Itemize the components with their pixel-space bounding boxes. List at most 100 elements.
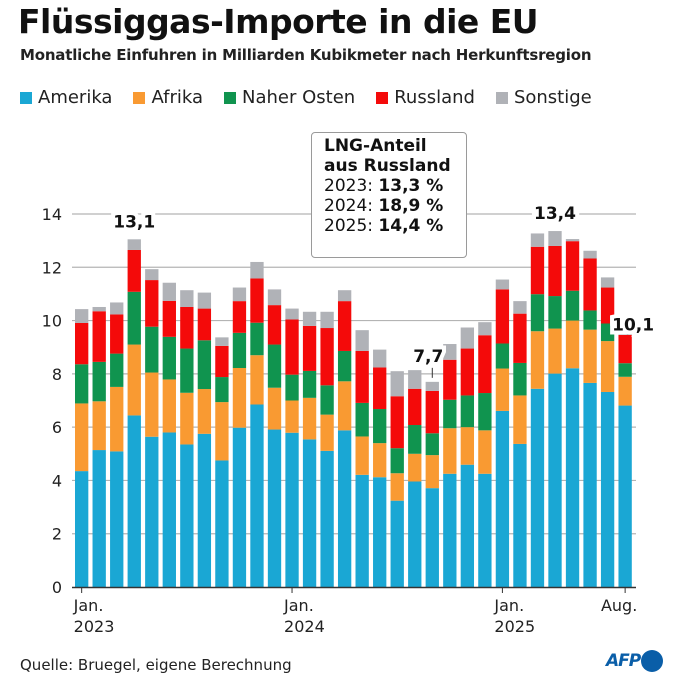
legend-item-amerika: Amerika	[20, 87, 112, 108]
y-tick-label: 2	[52, 525, 62, 544]
bar-segment-sonstige	[548, 231, 562, 246]
infobox-value: 14,4 %	[378, 216, 444, 236]
chart-subtitle: Monatliche Einfuhren in Milliarden Kubik…	[20, 46, 592, 64]
bar-segment-naher-osten	[390, 448, 404, 474]
bar-stack	[180, 290, 194, 587]
bar-segment-sonstige	[565, 239, 580, 242]
afp-logo-text: AFP	[606, 651, 641, 671]
bar-stack	[548, 231, 562, 587]
bar-segment-amerika	[565, 368, 580, 587]
bar-stack	[162, 282, 176, 587]
bar-segment-sonstige	[460, 327, 475, 349]
bar-segment-amerika	[127, 415, 141, 587]
afp-logo: AFP	[606, 650, 664, 672]
bar-segment-russland	[355, 350, 369, 403]
bar-segment-russland	[600, 287, 615, 324]
bar-segment-afrika	[127, 344, 141, 416]
legend-swatch-naher-osten	[224, 91, 237, 104]
bar-segment-naher-osten	[267, 344, 282, 388]
bar-segment-sonstige	[390, 371, 404, 397]
bar-segment-sonstige	[583, 250, 597, 259]
bar-segment-naher-osten	[408, 425, 422, 454]
bar-segment-afrika	[390, 473, 404, 501]
bar-segment-russland	[302, 325, 317, 371]
afp-logo-dot-icon	[641, 650, 664, 672]
annotations: 13,1 7,7 13,4 10,1	[109, 200, 658, 378]
bar-segment-sonstige	[495, 279, 510, 290]
bar-segment-afrika	[162, 379, 176, 433]
bar-segment-russland	[495, 289, 510, 344]
bar-stack	[197, 292, 212, 587]
annotation-label: 13,1	[113, 212, 155, 232]
bar-segment-naher-osten	[127, 291, 141, 345]
bar-segment-amerika	[513, 443, 527, 587]
bar-segment-sonstige	[425, 381, 439, 391]
bar-segment-afrika	[495, 368, 510, 411]
bar-stack	[583, 250, 597, 587]
bar-segment-sonstige	[250, 261, 264, 279]
bar-segment-sonstige	[110, 302, 124, 315]
bar-segment-sonstige	[408, 370, 422, 389]
bar-segment-amerika	[495, 410, 510, 587]
bar-segment-amerika	[373, 477, 387, 587]
bar-segment-naher-osten	[285, 374, 299, 401]
bar-segment-naher-osten	[337, 350, 352, 382]
infobox-title-line1: LNG-Anteil	[324, 136, 427, 156]
bar-stack	[495, 279, 510, 587]
bar-stack	[390, 371, 404, 587]
bar-segment-afrika	[425, 455, 439, 489]
bar-stack	[267, 289, 282, 587]
bar-stack	[513, 301, 527, 587]
legend-item-sonstige: Sonstige	[495, 87, 592, 108]
chart-title: Flüssiggas-Importe in die EU	[18, 2, 539, 41]
y-tick-label: 8	[52, 365, 62, 384]
bar-segment-russland	[250, 278, 264, 323]
bar-segment-russland	[215, 345, 229, 378]
bar-segment-sonstige	[215, 337, 229, 346]
annotation-label: 10,1	[612, 315, 654, 335]
bar-segment-afrika	[110, 386, 124, 452]
bar-segment-naher-osten	[355, 402, 369, 437]
bar-segment-russland	[232, 301, 247, 333]
bar-stack	[443, 344, 457, 587]
bar-segment-naher-osten	[548, 296, 562, 329]
bar-segment-afrika	[460, 427, 475, 465]
x-axis: Jan. 2023 Jan. 2024 Jan. 2025 Aug.	[72, 586, 637, 636]
bar-segment-amerika	[320, 450, 334, 587]
bar-segment-sonstige	[600, 277, 615, 288]
bar-stack	[600, 277, 615, 587]
bar-segment-amerika	[618, 405, 632, 587]
bar-segment-russland	[548, 245, 562, 297]
bar-segment-amerika	[302, 439, 317, 587]
bar-segment-amerika	[267, 429, 282, 587]
source-note: Quelle: Bruegel, eigene Berechnung	[20, 656, 292, 674]
bar-stack	[355, 330, 369, 587]
bar-stack	[110, 302, 124, 587]
bar-segment-amerika	[197, 433, 212, 587]
infobox-year: 2023:	[324, 176, 373, 196]
bar-segment-russland	[285, 319, 299, 375]
legend-label-amerika: Amerika	[38, 87, 113, 108]
bar-segment-naher-osten	[145, 326, 159, 373]
bar-segment-naher-osten	[600, 323, 615, 342]
bar-segment-sonstige	[373, 349, 387, 368]
bar-segment-russland	[110, 314, 124, 354]
bar-segment-afrika	[443, 428, 457, 474]
bar-stack	[460, 327, 475, 587]
legend-label-russland: Russland	[394, 87, 475, 108]
bar-segment-amerika	[75, 471, 89, 587]
bar-segment-sonstige	[320, 311, 334, 329]
y-tick-label: 6	[52, 418, 62, 437]
y-axis-ticks: 0 2 4 6 8 10 12 14	[42, 205, 62, 597]
bar-stack	[285, 308, 299, 587]
bar-segment-sonstige	[285, 308, 299, 320]
bar-segment-russland	[75, 322, 89, 365]
bar-segment-afrika	[513, 395, 527, 444]
bar-segment-afrika	[565, 320, 580, 369]
bar-segment-sonstige	[618, 318, 632, 335]
bar-segment-russland	[513, 313, 527, 363]
bar-stack	[127, 239, 141, 587]
infobox-value: 18,9 %	[378, 196, 444, 216]
x-tick-label-month: Jan.	[283, 596, 314, 615]
